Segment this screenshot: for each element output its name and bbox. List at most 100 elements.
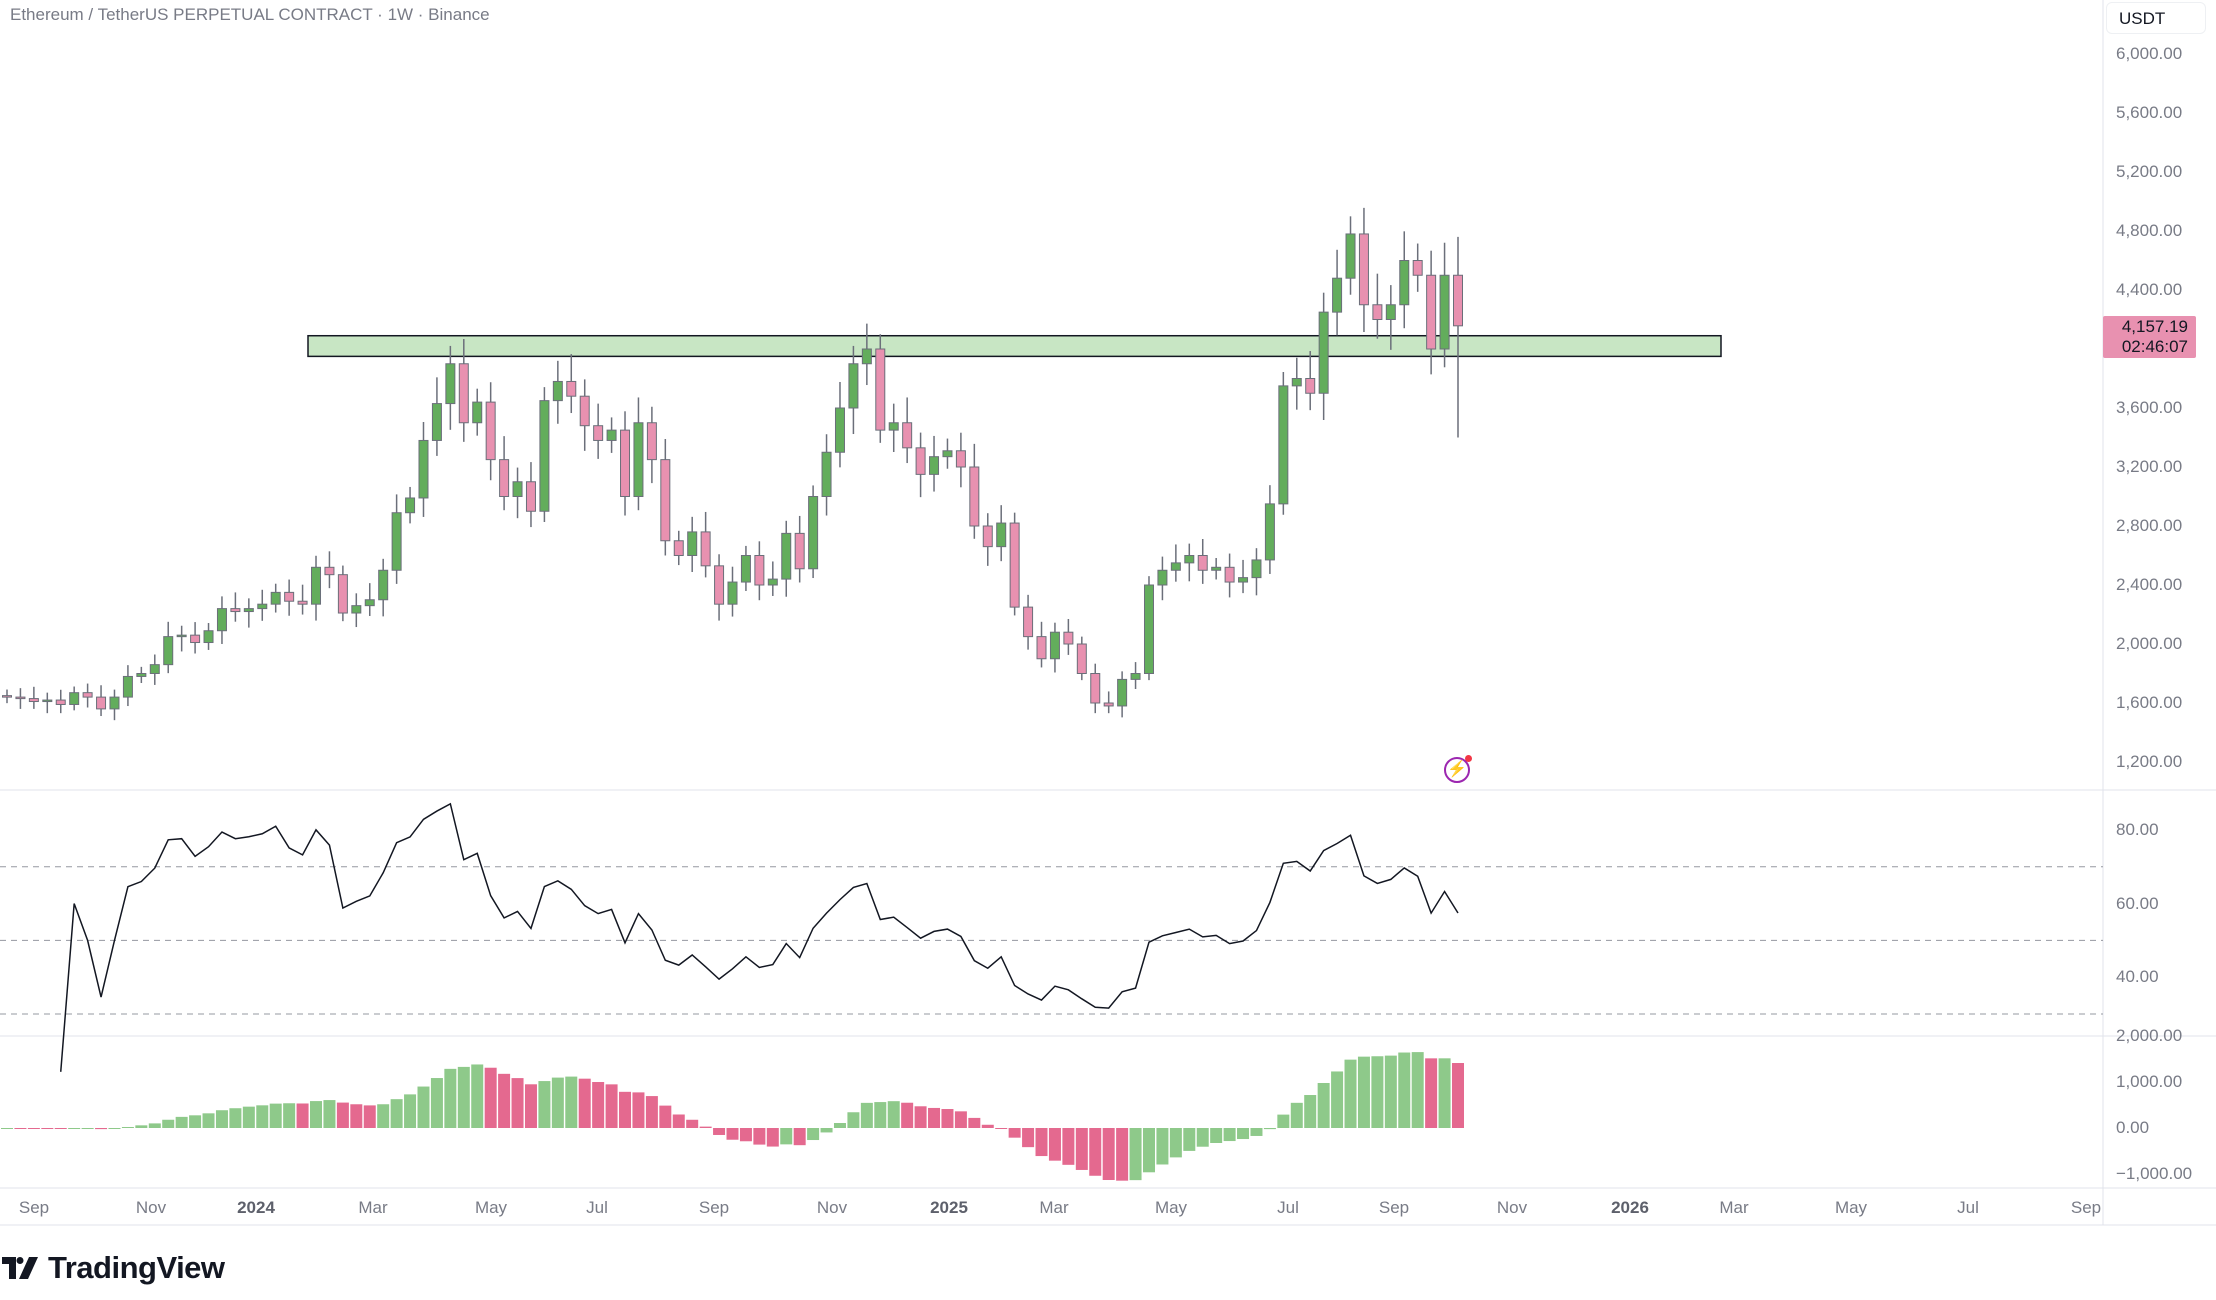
candle-body	[875, 348, 886, 431]
macd-histogram-bar	[1008, 1128, 1021, 1138]
macd-histogram-bar	[189, 1115, 202, 1128]
macd-histogram-bar	[54, 1128, 67, 1129]
macd-histogram-bar	[1331, 1071, 1344, 1128]
price-axis-label: 3,600.00	[2116, 398, 2183, 417]
candle-body	[1385, 304, 1396, 320]
macd-histogram-bar	[457, 1066, 470, 1128]
candle-body	[1211, 566, 1222, 571]
macd-histogram-bar	[1183, 1128, 1196, 1151]
macd-histogram-bar	[1237, 1128, 1250, 1140]
candle-body	[1076, 643, 1087, 674]
candle-body	[512, 481, 523, 497]
macd-histogram-bar	[68, 1128, 81, 1129]
macd-histogram-bar	[162, 1119, 175, 1128]
candle-body	[1426, 274, 1437, 350]
macd-histogram-bar	[1142, 1128, 1155, 1173]
macd-histogram-bar	[148, 1123, 161, 1128]
macd-axis-label: −1,000.00	[2116, 1164, 2193, 1183]
candle-body	[1345, 233, 1356, 279]
macd-histogram-bar	[498, 1073, 511, 1128]
candle-body	[216, 608, 227, 632]
macd-histogram-bar	[632, 1092, 645, 1128]
macd-histogram-bar	[726, 1128, 739, 1140]
candle-body	[297, 600, 308, 605]
macd-histogram-bar	[793, 1128, 806, 1146]
bar-countdown: 02:46:07	[2121, 337, 2188, 356]
tradingview-logo[interactable]: TradingView	[2, 1250, 225, 1286]
macd-histogram-bar	[1129, 1128, 1142, 1181]
macd-histogram-bar	[1075, 1128, 1088, 1170]
candle-body	[727, 581, 738, 605]
candle-body	[230, 608, 241, 613]
time-axis-label: 2026	[1611, 1198, 1649, 1217]
time-axis-label: Jul	[586, 1198, 608, 1217]
price-axis-label: 4,800.00	[2116, 221, 2183, 240]
candle-body	[673, 540, 684, 556]
candle-body	[714, 565, 725, 605]
candle-body	[109, 696, 120, 710]
macd-histogram-bar	[954, 1111, 967, 1128]
candle-body	[808, 496, 819, 570]
lightning-alert-icon[interactable]: ⚡	[1444, 755, 1472, 783]
candle-body	[485, 401, 496, 461]
macd-histogram-bar	[605, 1084, 618, 1128]
candle-body	[163, 636, 174, 666]
macd-histogram-bar	[242, 1106, 255, 1128]
last-price-tag: 4,157.19 02:46:07	[2103, 316, 2196, 358]
candle-body	[660, 459, 671, 542]
macd-histogram-bar	[713, 1128, 726, 1135]
macd-histogram-bar	[1344, 1059, 1357, 1128]
macd-histogram-bar	[551, 1077, 564, 1128]
macd-histogram-bar	[417, 1086, 430, 1128]
candle-body	[284, 591, 295, 602]
time-axis-label: Mar	[1039, 1198, 1069, 1217]
macd-histogram-bar	[981, 1124, 994, 1128]
time-axis-label: Nov	[135, 1198, 167, 1217]
price-axis-label: 5,200.00	[2116, 162, 2183, 181]
macd-histogram-bar	[430, 1078, 443, 1128]
candle-body	[1358, 233, 1369, 306]
candle-body	[96, 696, 107, 710]
macd-histogram-bar	[135, 1125, 148, 1128]
macd-histogram-bar	[1277, 1114, 1290, 1128]
candle-body	[445, 363, 456, 405]
macd-histogram-bar	[511, 1078, 524, 1128]
macd-histogram-bar	[524, 1084, 537, 1128]
candle-body	[539, 400, 550, 512]
macd-histogram-bar	[471, 1064, 484, 1128]
rsi-axis-label: 80.00	[2116, 820, 2159, 839]
macd-histogram-bar	[914, 1106, 927, 1128]
macd-histogram-bar	[753, 1128, 766, 1145]
time-axis-label: May	[1834, 1198, 1868, 1217]
candle-body	[351, 605, 362, 614]
candle-body	[848, 363, 859, 409]
candle-body	[1157, 569, 1168, 586]
macd-histogram-bar	[229, 1108, 242, 1128]
macd-histogram-bar	[1022, 1128, 1035, 1148]
time-axis-label: Jul	[1957, 1198, 1979, 1217]
macd-axis-label: 0.00	[2116, 1118, 2150, 1137]
currency-selector[interactable]: USDT	[2106, 2, 2206, 34]
time-axis-label: Sep	[2070, 1198, 2102, 1217]
candle-body	[754, 555, 765, 586]
candle-body	[1049, 631, 1060, 660]
candle-body	[1399, 260, 1410, 306]
macd-histogram-bar	[1438, 1058, 1451, 1128]
macd-histogram-bar	[377, 1104, 390, 1128]
price-axis-label: 1,200.00	[2116, 752, 2183, 771]
macd-histogram-bar	[739, 1128, 752, 1142]
macd-histogram-bar	[645, 1096, 658, 1128]
candle-body	[149, 664, 160, 675]
candle-body	[740, 555, 751, 583]
macd-histogram-bar	[215, 1110, 228, 1128]
macd-histogram-bar	[1317, 1082, 1330, 1128]
macd-histogram-bar	[1371, 1056, 1384, 1128]
macd-histogram-bar	[404, 1094, 417, 1128]
candle-body	[525, 481, 536, 512]
macd-histogram-bar	[1357, 1056, 1370, 1128]
candle-body	[28, 698, 39, 703]
time-axis-label: Sep	[698, 1198, 730, 1217]
candle-body	[902, 422, 913, 449]
candle-body	[15, 696, 26, 700]
